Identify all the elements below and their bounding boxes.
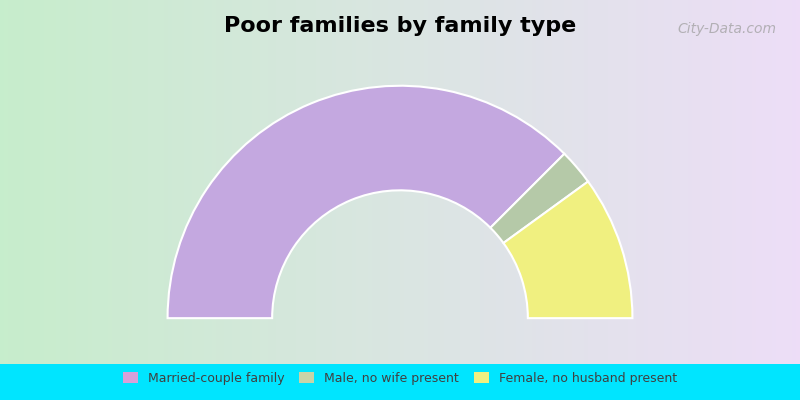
Wedge shape — [490, 154, 588, 243]
Text: City-Data.com: City-Data.com — [677, 22, 776, 36]
Wedge shape — [167, 86, 564, 318]
Text: Poor families by family type: Poor families by family type — [224, 16, 576, 36]
Wedge shape — [503, 182, 633, 318]
Legend: Married-couple family, Male, no wife present, Female, no husband present: Married-couple family, Male, no wife pre… — [118, 367, 682, 390]
